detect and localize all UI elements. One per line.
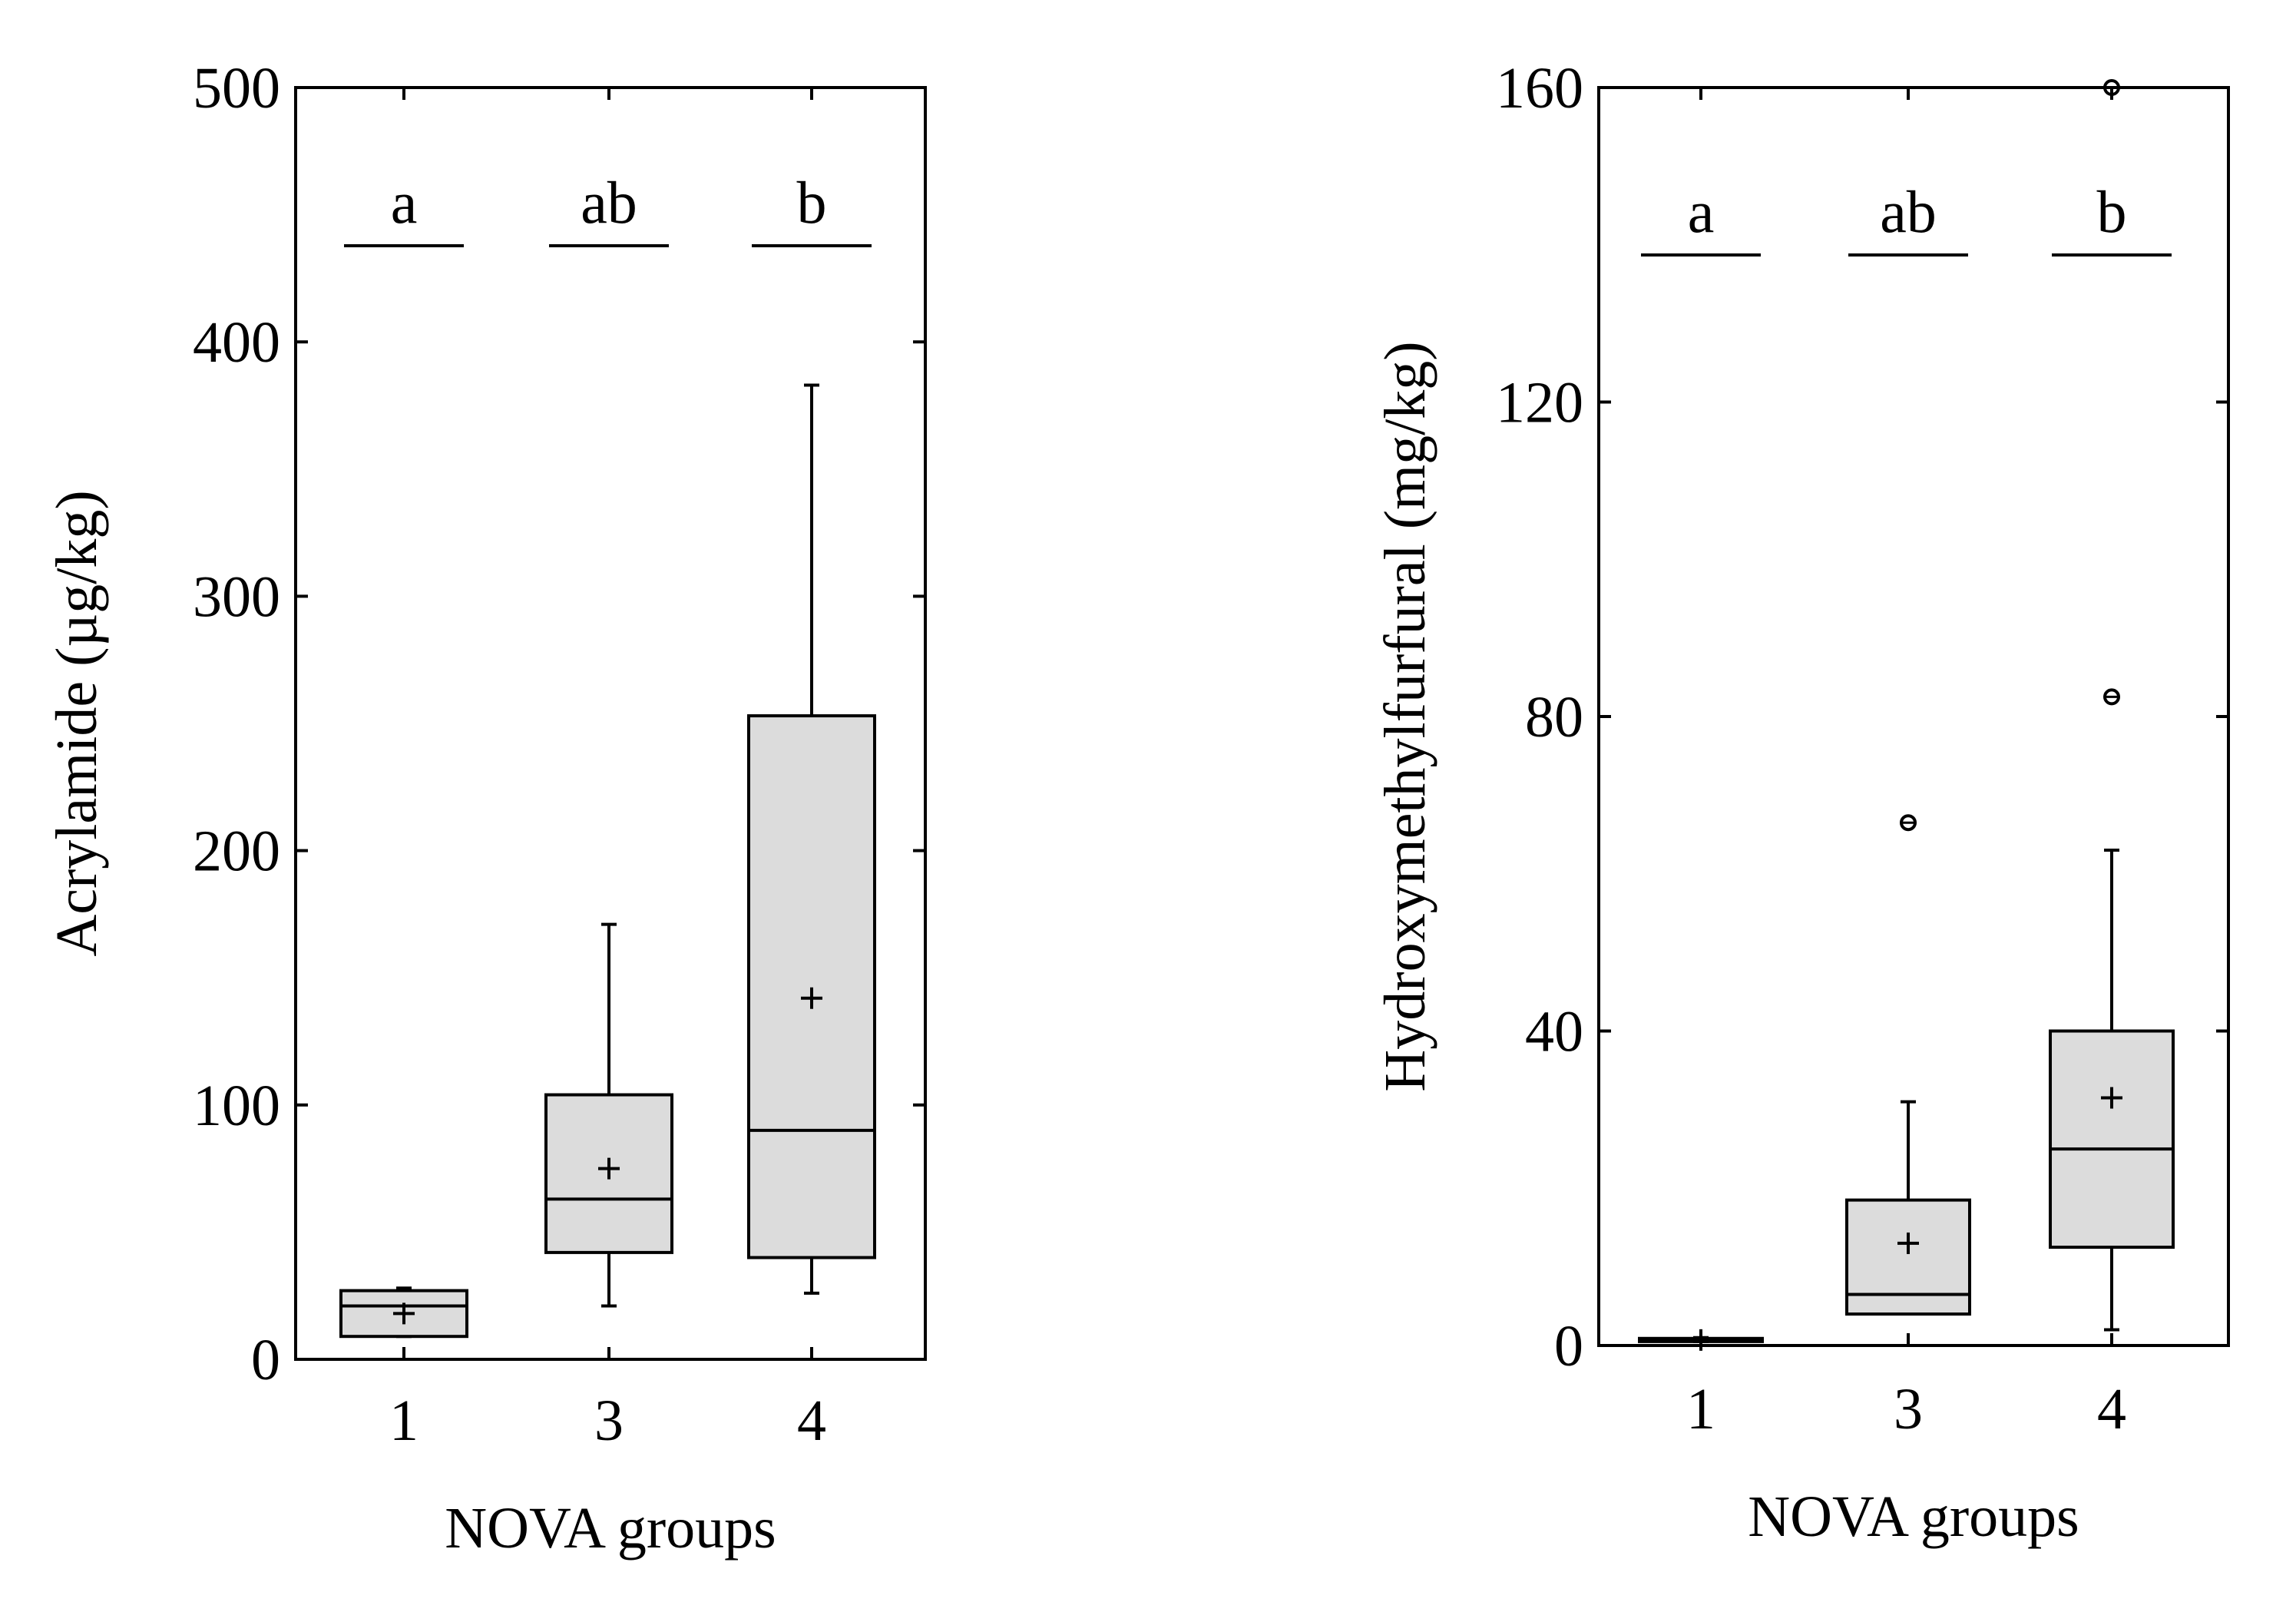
y-tick-label: 100: [193, 1074, 280, 1138]
y-tick-label: 0: [1554, 1314, 1583, 1379]
x-tick-label: 1: [389, 1389, 419, 1453]
significance-letter: ab: [581, 169, 637, 236]
y-tick-label: 200: [193, 819, 280, 884]
y-axis-title: Acrylamide (µg/kg): [45, 490, 109, 956]
x-tick-label: 3: [594, 1389, 624, 1453]
significance-letter: a: [391, 169, 418, 236]
significance-letter: a: [1688, 178, 1715, 245]
box-iqr: [1845, 1198, 1971, 1316]
y-tick-label: 0: [251, 1328, 280, 1392]
y-tick-label: 400: [193, 310, 280, 375]
y-tick-label: 120: [1496, 371, 1583, 435]
y-tick-label: 300: [193, 564, 280, 629]
box-group-4: b: [747, 169, 876, 1295]
y-tick-label: 40: [1525, 1000, 1583, 1064]
chart-panel-1: 0 100 200 300 400 500 1 3 4 a ab b NOVA groups Acryla…: [45, 56, 927, 1561]
x-tick-label: 4: [2097, 1377, 2126, 1441]
box-group-1: a: [1638, 178, 1764, 1351]
x-axis-title: NOVA groups: [445, 1496, 776, 1561]
significance-letter: ab: [1880, 178, 1937, 245]
box-iqr: [2049, 1029, 2175, 1249]
y-tick-label: 500: [193, 56, 280, 121]
box-group-1: a: [339, 169, 468, 1339]
significance-letter: b: [797, 169, 827, 236]
box-group-4: b: [2049, 79, 2175, 1332]
box-group-3: ab: [544, 169, 673, 1308]
box-iqr: [747, 714, 876, 1259]
chart-panel-2: 0 40 80 120 160 1 3 4 a ab b NOVA groups Hydroxymeth…: [1373, 56, 2230, 1549]
x-axis-title: NOVA groups: [1748, 1484, 2079, 1549]
y-axis-title: Hydroxymethylfurfural (mg/kg): [1373, 341, 1437, 1091]
x-tick-label: 3: [1894, 1377, 1923, 1441]
x-tick-label: 1: [1686, 1377, 1715, 1441]
y-tick-label: 80: [1525, 685, 1583, 750]
box-group-3: ab: [1845, 178, 1971, 1316]
x-tick-label: 4: [797, 1389, 826, 1453]
significance-letter: b: [2097, 178, 2127, 245]
y-tick-label: 160: [1496, 56, 1583, 121]
